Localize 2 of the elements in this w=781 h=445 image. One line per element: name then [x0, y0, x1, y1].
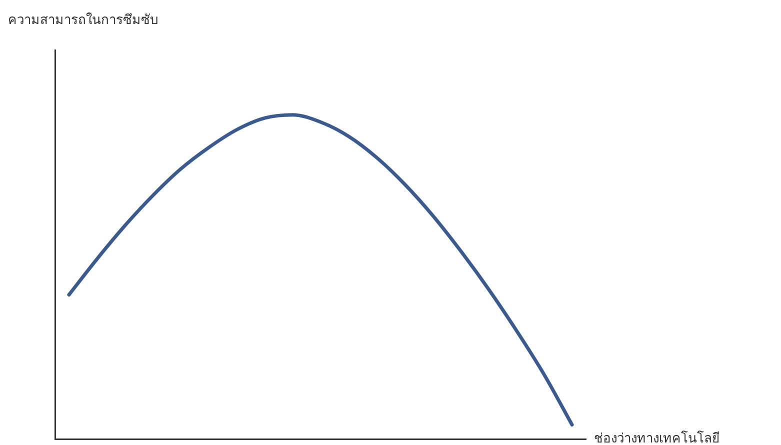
x-axis-title: ช่องว่างทางเทคโนโลยี [594, 430, 720, 445]
text: ความสามารถในการซึมซับ [8, 12, 158, 28]
